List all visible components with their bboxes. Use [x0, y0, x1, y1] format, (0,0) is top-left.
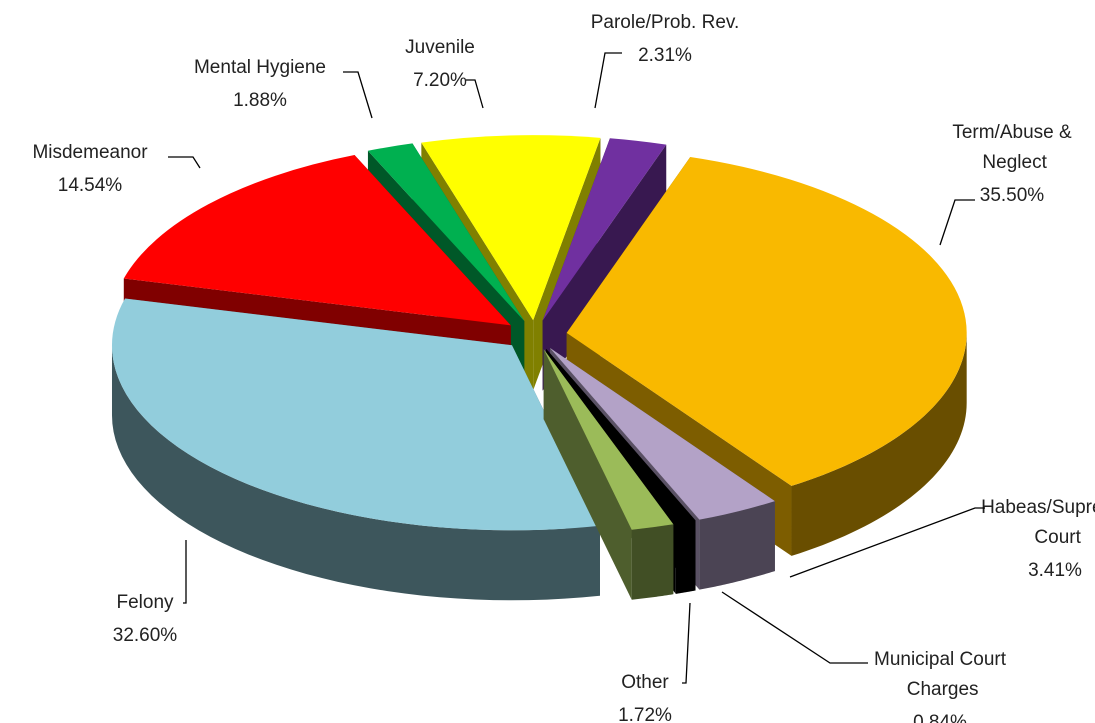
label-line: Felony: [116, 592, 174, 613]
slice-top: [111, 298, 600, 531]
category-label: Habeas/Supreme Court: [981, 497, 1095, 548]
leader-line: [939, 199, 975, 246]
slice-top: [367, 143, 525, 322]
label-line: Term/Abuse &: [952, 122, 1072, 143]
slice-top: [550, 348, 775, 520]
leader-line: [594, 52, 622, 109]
slice-top: [543, 349, 674, 530]
label-line: Misdemeanor: [32, 142, 148, 163]
value-label: 3.41%: [1028, 560, 1082, 581]
label-line: Other: [621, 672, 669, 693]
leader-line: [682, 602, 691, 684]
value-label: 2.31%: [638, 45, 692, 66]
category-label: Juvenile: [405, 37, 475, 58]
value-label: 7.20%: [413, 70, 467, 91]
label-line: Juvenile: [405, 37, 475, 58]
value-label: 0.84%: [913, 712, 967, 723]
category-label: Felony: [116, 592, 174, 613]
value-label: 1.72%: [618, 705, 672, 723]
slice-wall: [543, 349, 632, 600]
slice-side: [111, 345, 600, 601]
slice-top: [421, 135, 601, 321]
leader-line: [168, 156, 201, 169]
category-label: Municipal Court Charges: [874, 649, 1007, 700]
slice-side: [699, 501, 775, 590]
leader-line: [789, 507, 985, 578]
category-label: Mental Hygiene: [194, 57, 326, 78]
label-line: Habeas/Supreme: [981, 497, 1095, 518]
slice-side: [631, 524, 674, 600]
slice: [111, 298, 600, 601]
slice-top: [566, 156, 967, 486]
category-label: Misdemeanor: [32, 142, 148, 163]
label-line: Neglect: [977, 152, 1047, 173]
leader-line: [721, 591, 868, 664]
value-label: 32.60%: [113, 625, 178, 646]
label-line: Parole/Prob. Rev.: [591, 12, 740, 33]
slice-top: [123, 155, 511, 326]
leader-line: [466, 79, 484, 109]
label-line: Charges: [901, 679, 978, 700]
slice: [543, 349, 674, 600]
category-label: Term/Abuse & Neglect: [952, 122, 1072, 173]
slice-side: [791, 332, 967, 556]
leader-line: [183, 540, 187, 604]
category-label: Parole/Prob. Rev.: [591, 12, 740, 33]
category-label: Other: [621, 672, 669, 693]
slice-side: [675, 520, 696, 594]
slice-top: [546, 348, 696, 524]
leader-line: [343, 71, 373, 119]
label-line: Municipal Court: [874, 649, 1007, 670]
value-label: 1.88%: [233, 90, 287, 111]
label-line: Court: [1029, 527, 1081, 548]
value-label: 14.54%: [58, 175, 123, 196]
label-line: Mental Hygiene: [194, 57, 326, 78]
slice-top: [542, 138, 667, 321]
value-label: 35.50%: [980, 185, 1045, 206]
